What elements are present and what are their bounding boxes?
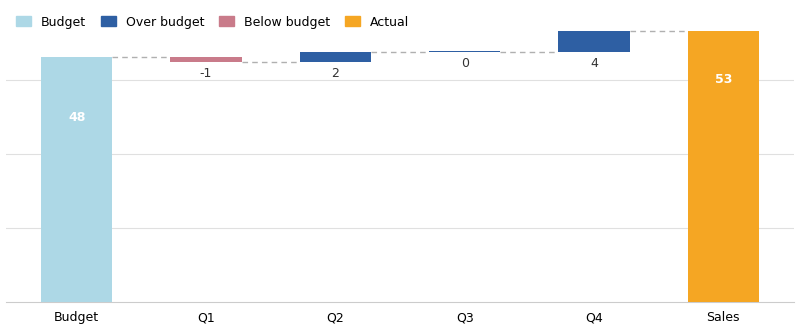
Bar <box>170 57 242 62</box>
Bar <box>558 31 630 51</box>
Bar <box>688 31 759 302</box>
Text: 0: 0 <box>461 57 469 70</box>
Text: 48: 48 <box>68 112 86 124</box>
Text: 53: 53 <box>714 73 732 86</box>
Text: -1: -1 <box>200 67 212 80</box>
Text: 2: 2 <box>331 67 339 80</box>
Bar <box>429 51 500 52</box>
Bar <box>300 51 371 62</box>
Text: 4: 4 <box>590 57 598 70</box>
Legend: Budget, Over budget, Below budget, Actual: Budget, Over budget, Below budget, Actua… <box>12 12 414 32</box>
Bar <box>41 57 112 302</box>
